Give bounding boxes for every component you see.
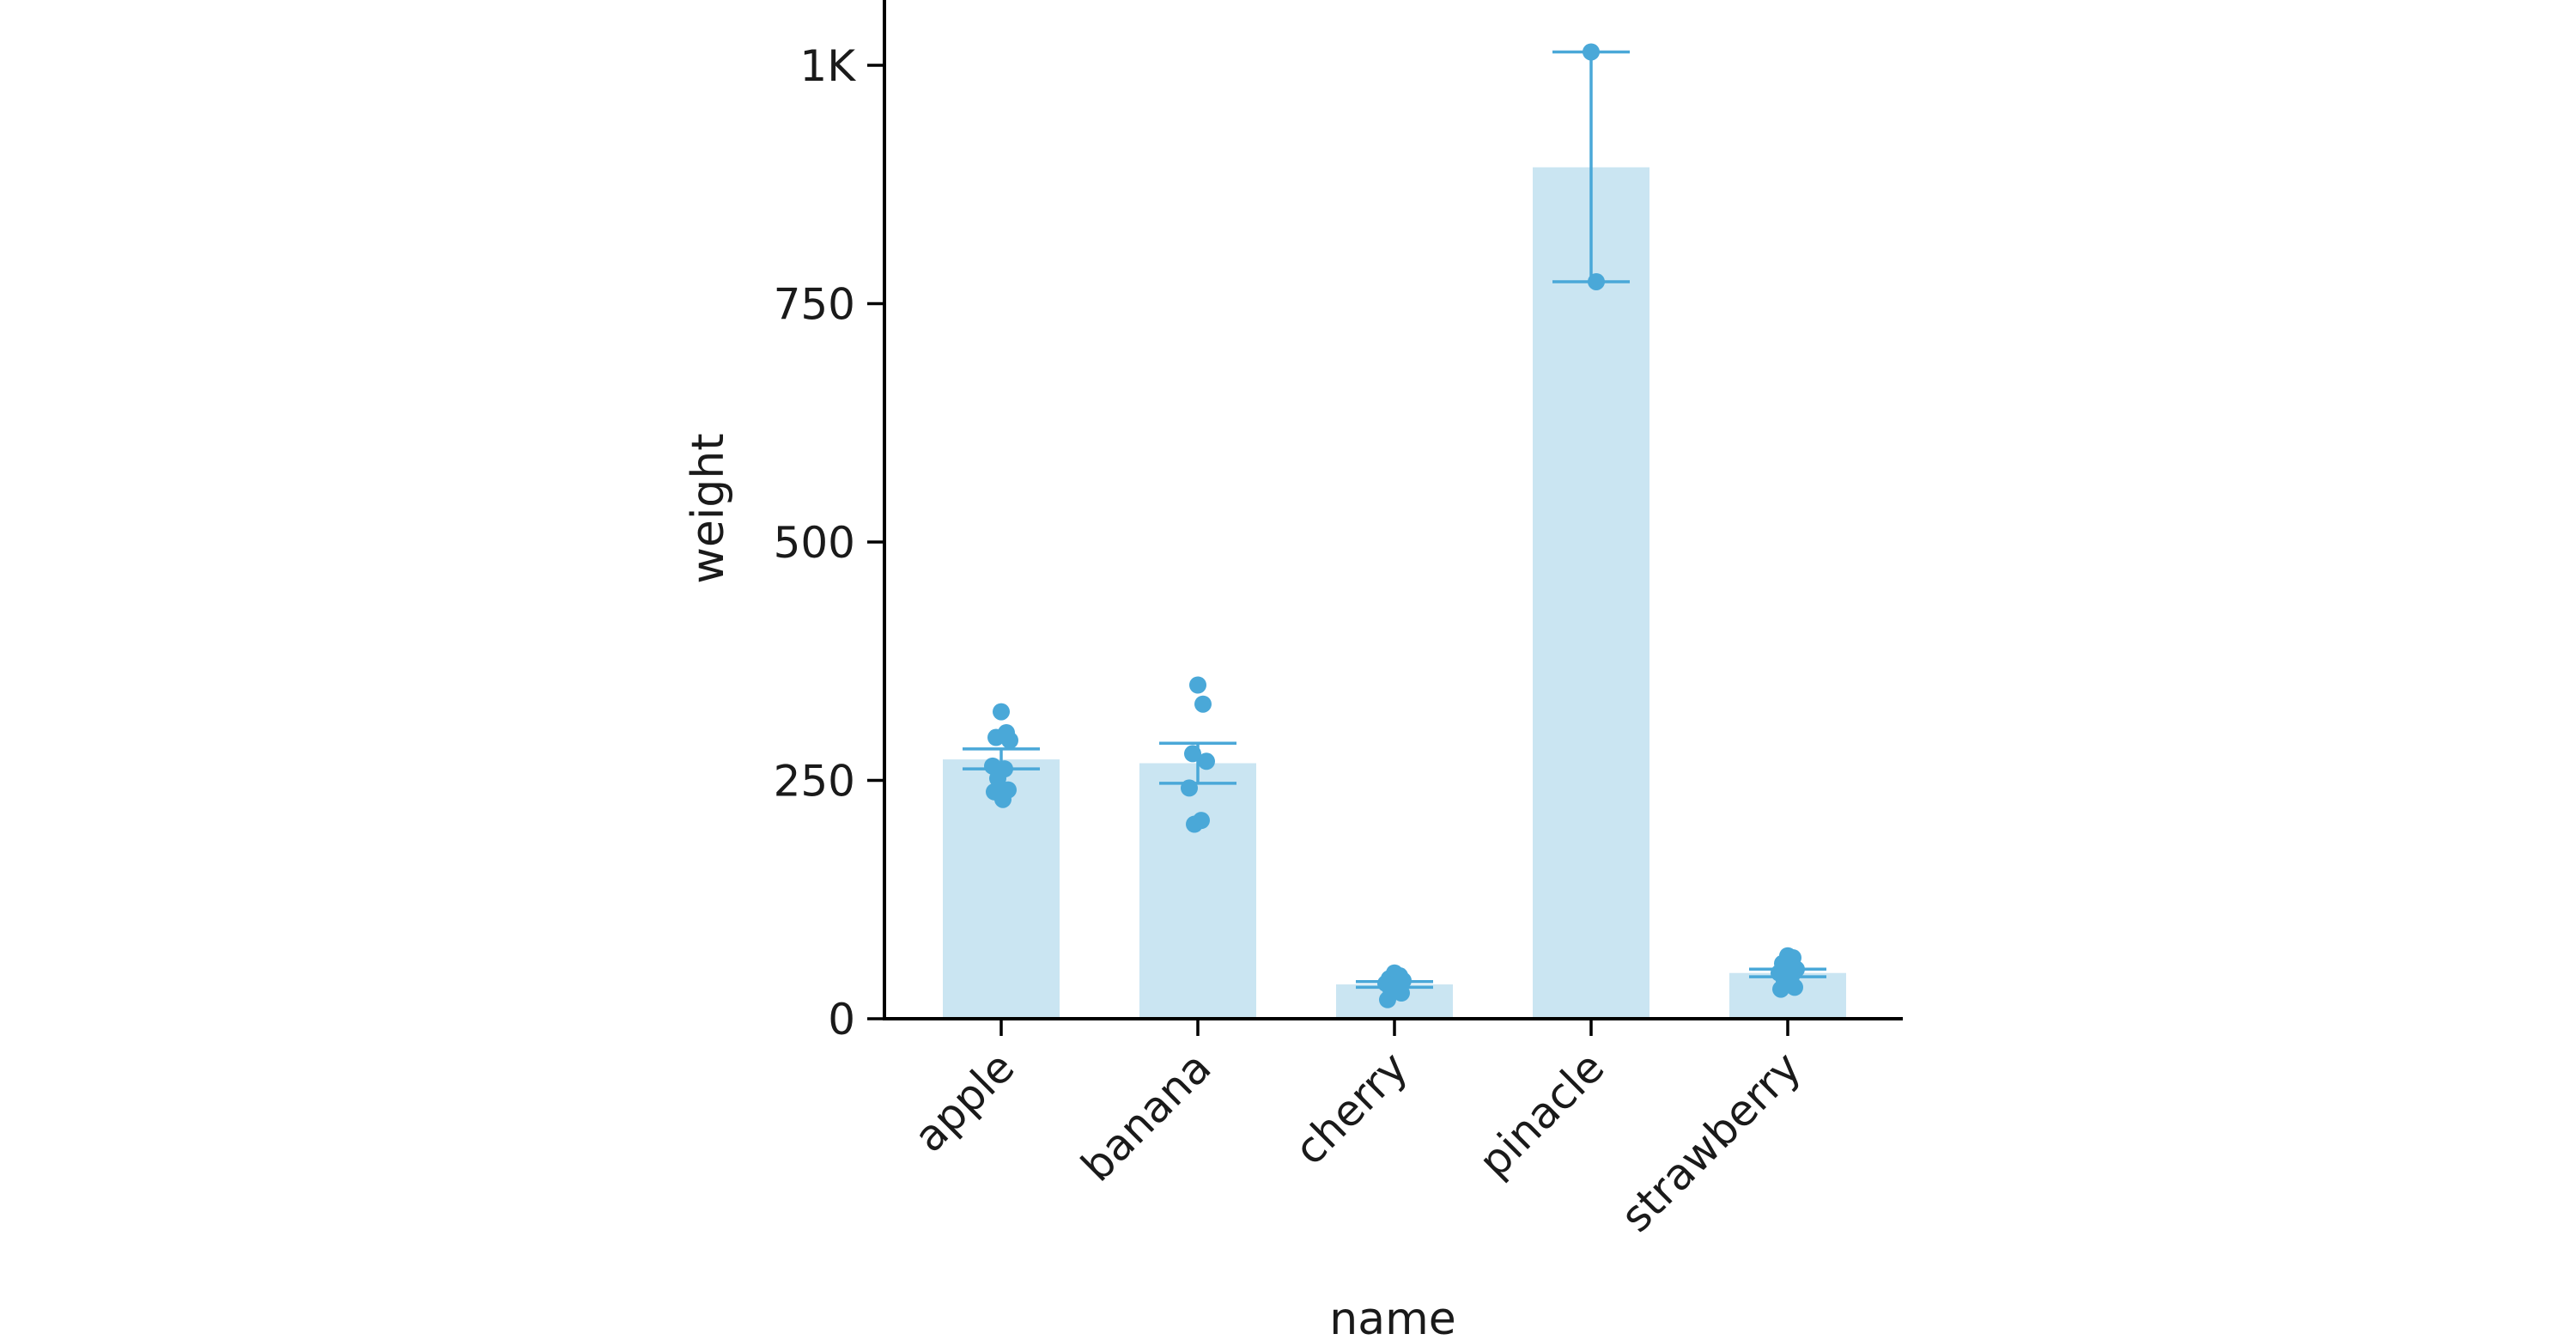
bars-layer bbox=[943, 167, 1846, 1019]
x-tick-label-strawberry: strawberry bbox=[1611, 1042, 1810, 1241]
y-tick-label: 250 bbox=[774, 757, 855, 807]
x-axis-title: name bbox=[1329, 1294, 1455, 1340]
data-point-pinacle bbox=[1583, 43, 1600, 61]
data-point-apple bbox=[989, 770, 1006, 788]
x-tick-label-banana: banana bbox=[1072, 1042, 1220, 1191]
y-tick-label: 750 bbox=[774, 280, 855, 330]
data-point-banana bbox=[1189, 676, 1206, 694]
x-tick-label-cherry: cherry bbox=[1285, 1042, 1418, 1174]
data-point-apple bbox=[1001, 731, 1018, 749]
data-point-banana bbox=[1198, 752, 1215, 770]
data-point-strawberry bbox=[1772, 980, 1789, 998]
data-point-cherry bbox=[1393, 984, 1410, 1002]
data-point-apple bbox=[993, 703, 1010, 721]
error-bars-layer bbox=[963, 50, 1826, 990]
data-point-strawberry bbox=[1786, 978, 1803, 996]
y-axis-title: weight bbox=[683, 433, 734, 583]
data-point-apple bbox=[987, 728, 1005, 746]
y-tick-label: 0 bbox=[828, 995, 855, 1045]
data-point-pinacle bbox=[1588, 272, 1605, 290]
x-tick-label-pinacle: pinacle bbox=[1469, 1042, 1613, 1186]
data-point-banana bbox=[1184, 745, 1201, 763]
y-tick-label: 1K bbox=[799, 41, 856, 91]
x-tick-label-apple: apple bbox=[904, 1042, 1024, 1161]
data-point-banana bbox=[1194, 695, 1212, 713]
bar-banana bbox=[1139, 763, 1256, 1019]
points-layer bbox=[984, 43, 1805, 1008]
data-point-banana bbox=[1181, 779, 1198, 797]
data-point-apple bbox=[994, 790, 1012, 808]
data-point-banana bbox=[1186, 815, 1203, 833]
bar-pinacle bbox=[1533, 167, 1649, 1019]
y-tick-label: 500 bbox=[774, 518, 855, 568]
data-point-cherry bbox=[1379, 990, 1396, 1008]
y-ticks-layer: 0 250 500 750 1K bbox=[774, 41, 884, 1045]
